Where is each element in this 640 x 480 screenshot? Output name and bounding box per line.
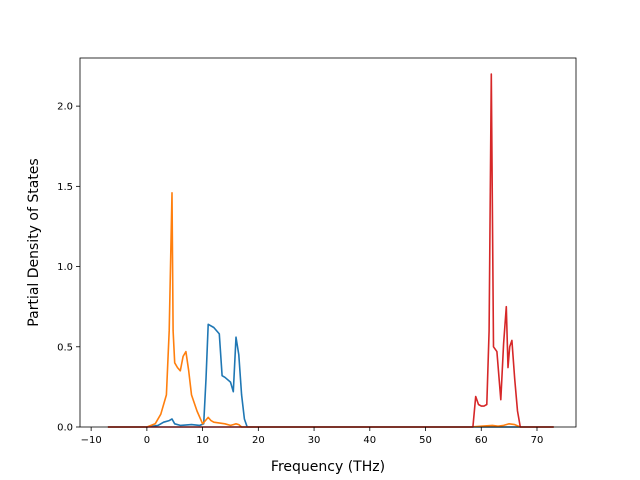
series-line-3	[107, 73, 554, 428]
x-tick-label: 60	[475, 435, 488, 446]
x-axis-label: Frequency (THz)	[271, 459, 385, 475]
x-tick-label: 50	[419, 435, 432, 446]
x-tick-label: 20	[252, 435, 265, 446]
series-line-2	[107, 192, 554, 428]
x-tick-label: 30	[308, 435, 321, 446]
y-tick-label: 1.5	[57, 182, 73, 193]
series-line-1	[107, 323, 554, 428]
y-tick-label: 0.0	[57, 423, 73, 434]
y-tick-label: 2.0	[57, 102, 73, 113]
x-tick-label: 0	[144, 435, 150, 446]
x-axis-ticks: −10 0 10 20 30 40 50 60 70	[81, 427, 544, 446]
plot-lines	[107, 73, 554, 428]
y-tick-label: 1.0	[57, 262, 73, 273]
x-tick-label: −10	[81, 435, 102, 446]
x-tick-label: 40	[363, 435, 376, 446]
y-axis-label: Partial Density of States	[26, 158, 42, 326]
x-tick-label: 70	[531, 435, 544, 446]
y-tick-label: 0.5	[57, 342, 73, 353]
y-axis-ticks: 0.0 0.5 1.0 1.5 2.0	[57, 102, 80, 434]
plot-frame	[79, 57, 577, 428]
x-tick-label: 10	[196, 435, 209, 446]
